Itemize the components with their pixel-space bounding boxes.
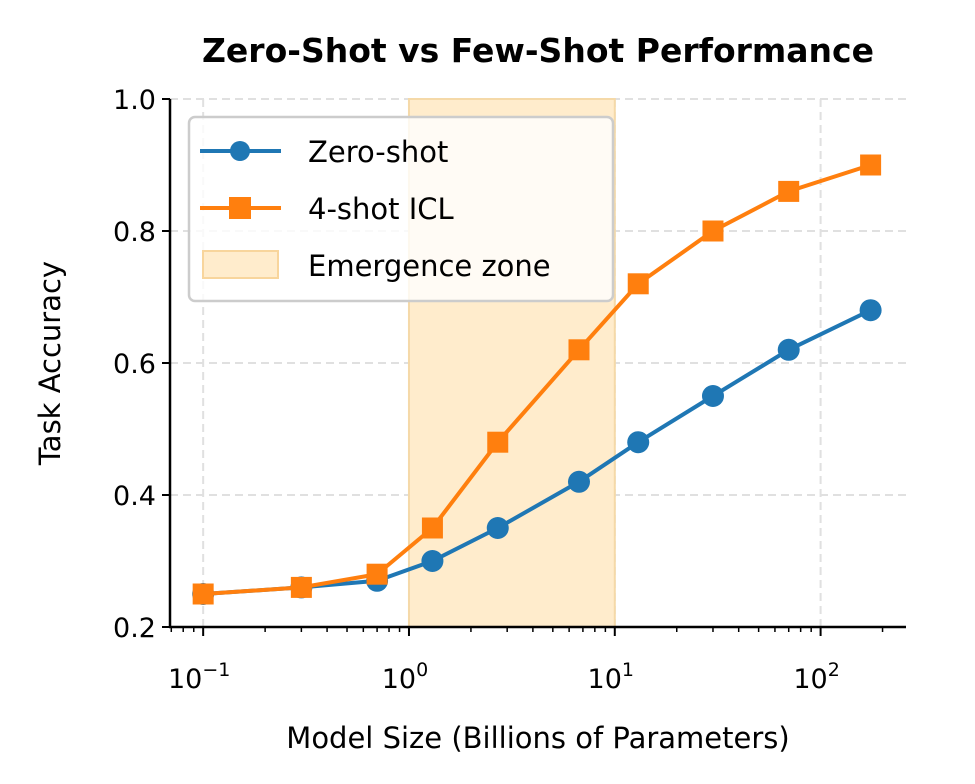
data-point-4-shot <box>192 583 214 605</box>
data-point-4-shot <box>290 576 312 598</box>
series-group <box>192 154 882 605</box>
data-point-zero-shot <box>567 470 590 493</box>
chart-title: Zero-Shot vs Few-Shot Performance <box>202 31 874 70</box>
series-line-0 <box>203 308 872 596</box>
legend-label: 4-shot ICL <box>308 192 454 226</box>
y-tick-label: 1.0 <box>113 85 156 116</box>
x-tick-label: 10−1 <box>168 659 230 695</box>
data-point-zero-shot <box>627 431 650 454</box>
x-tick-exponent: −1 <box>202 659 230 681</box>
x-tick-label: 101 <box>588 659 634 695</box>
legend-square-marker <box>229 197 251 219</box>
data-point-4-shot <box>778 180 800 202</box>
data-point-zero-shot <box>486 517 509 539</box>
data-point-4-shot <box>627 273 649 295</box>
x-tick-base: 10 <box>588 664 622 695</box>
x-tick-base: 10 <box>382 664 416 695</box>
data-point-4-shot <box>487 431 509 453</box>
legend-span-swatch <box>202 250 279 279</box>
x-tick-exponent: 2 <box>828 659 840 681</box>
x-tick-base: 10 <box>168 664 202 695</box>
y-tick-label: 0.4 <box>113 481 156 512</box>
legend-label: Zero-shot <box>308 135 448 169</box>
x-tick-exponent: 1 <box>622 659 634 681</box>
y-axis-label: Task Accuracy <box>33 261 67 466</box>
y-tick-label: 0.8 <box>113 217 156 248</box>
legend-circle-marker <box>230 141 250 161</box>
x-tick-exponent: 0 <box>416 659 428 681</box>
data-point-4-shot <box>860 154 882 176</box>
y-tick-label: 0.6 <box>113 349 156 380</box>
data-point-zero-shot <box>421 550 444 572</box>
axes: 0.20.40.60.81.010−1 100 101 102 <box>113 85 906 695</box>
series-line-1 <box>203 163 872 596</box>
y-tick-label: 0.2 <box>113 613 156 644</box>
legend-label: Emergence zone <box>308 249 551 283</box>
x-axis-label: Model Size (Billions of Parameters) <box>286 721 789 755</box>
x-tick-base: 10 <box>793 664 827 695</box>
data-point-zero-shot <box>859 299 882 322</box>
data-point-4-shot <box>366 563 388 585</box>
data-point-zero-shot <box>777 338 800 361</box>
x-tick-label: 102 <box>793 659 839 695</box>
legend: Zero-shot 4-shot ICL Emergence zone <box>187 115 615 303</box>
data-point-4-shot <box>702 220 724 242</box>
legend-box <box>187 115 615 303</box>
x-tick-label: 100 <box>382 659 428 695</box>
data-point-zero-shot <box>701 385 724 407</box>
data-point-4-shot <box>421 517 443 539</box>
data-point-4-shot <box>568 339 590 361</box>
